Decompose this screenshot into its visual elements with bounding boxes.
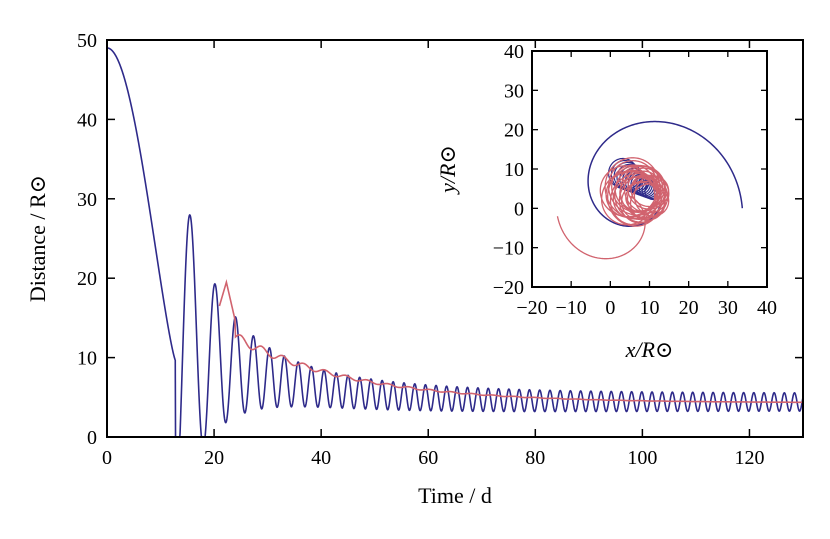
inset-x-tick-label: −10 [556, 297, 587, 319]
inset-y-tick-label: −20 [493, 277, 524, 299]
inset-y-axis-label: y/R⊙ [435, 145, 460, 195]
inset-plot: −20 −10 0 10 20 30 40 −20 −10 0 10 20 30 40 x/R⊙ y/R⊙ [435, 41, 777, 362]
x-tick-label: 100 [627, 447, 657, 469]
inset-y-tick-label: 30 [504, 80, 524, 102]
y-tick-label: 0 [87, 427, 97, 449]
x-tick-label: 0 [102, 447, 112, 469]
inset-x-tick-label: 0 [605, 297, 615, 319]
x-tick-label: 80 [525, 447, 545, 469]
x-axis-label: Time / d [418, 483, 492, 508]
y-tick-label: 50 [77, 30, 97, 52]
y-axis-label: Distance / R⊙ [25, 175, 50, 302]
inset-x-tick-label: 30 [718, 297, 738, 319]
inset-x-tick-label: −20 [516, 297, 547, 319]
inset-y-tick-label: 20 [504, 120, 524, 142]
x-tick-label: 60 [418, 447, 438, 469]
inset-y-tick-label: −10 [493, 238, 524, 260]
separation-blue-line [106, 47, 804, 438]
inset-x-tick-label: 20 [679, 297, 699, 319]
orbit-red-loops [599, 157, 670, 227]
y-tick-label: 30 [77, 189, 97, 211]
y-tick-label: 10 [77, 348, 97, 370]
x-tick-label: 40 [311, 447, 331, 469]
y-tick-label: 40 [77, 109, 97, 131]
separation-red-line [218, 278, 803, 404]
y-tick-label: 20 [77, 268, 97, 290]
inset-y-tick-label: 0 [514, 198, 524, 220]
orbit-red-spiral [556, 195, 646, 260]
orbit-blue-line [587, 120, 744, 227]
inset-y-tick-label: 10 [504, 159, 524, 181]
inset-x-tick-label: 10 [640, 297, 660, 319]
x-tick-label: 20 [204, 447, 224, 469]
inset-x-axis-label: x/R⊙ [625, 337, 674, 362]
inset-x-tick-label: 40 [757, 297, 777, 319]
x-tick-label: 120 [734, 447, 764, 469]
main-axes-frame [106, 39, 804, 438]
inset-y-tick-label: 40 [504, 41, 524, 63]
